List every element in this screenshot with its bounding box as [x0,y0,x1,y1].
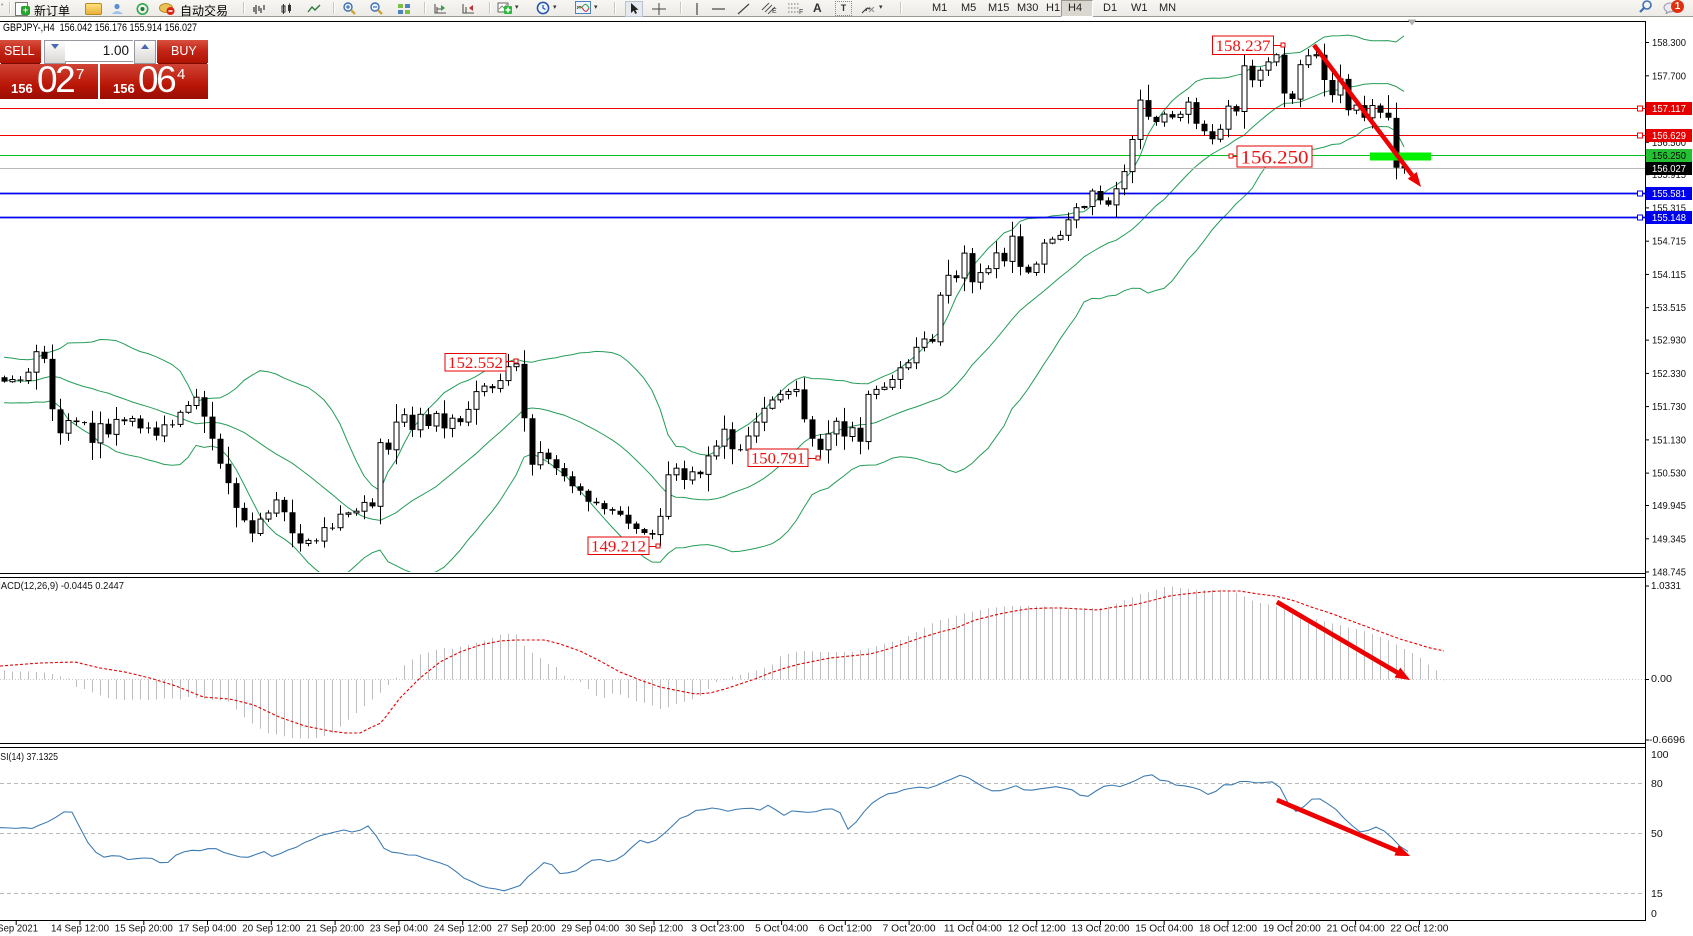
svg-text:-0.6696: -0.6696 [1649,734,1685,746]
svg-text:E: E [772,8,777,14]
svg-text:149.345: 149.345 [1652,533,1686,545]
svg-text:154.715: 154.715 [1652,236,1686,248]
svg-text:151.130: 151.130 [1652,434,1686,446]
svg-text:150.791: 150.791 [751,450,805,467]
svg-text:157.117: 157.117 [1652,103,1686,115]
svg-text:13 Sep 2021: 13 Sep 2021 [0,923,38,935]
svg-text:11 Oct 04:00: 11 Oct 04:00 [944,923,1002,935]
svg-text:14 Sep 12:00: 14 Sep 12:00 [51,923,109,935]
svg-text:17 Sep 04:00: 17 Sep 04:00 [179,923,237,935]
svg-text:24 Sep 12:00: 24 Sep 12:00 [434,923,492,935]
svg-text:29 Sep 04:00: 29 Sep 04:00 [561,923,619,935]
svg-text:50: 50 [1651,828,1663,840]
svg-text:13 Oct 20:00: 13 Oct 20:00 [1072,923,1130,935]
svg-text:15 Sep 20:00: 15 Sep 20:00 [115,923,173,935]
svg-text:150.530: 150.530 [1652,468,1686,480]
svg-text:154.115: 154.115 [1652,269,1686,281]
svg-text:152.552: 152.552 [448,355,503,372]
svg-text:149.945: 149.945 [1652,500,1686,512]
svg-text:0.00: 0.00 [1651,673,1672,685]
svg-text:21 Sep 20:00: 21 Sep 20:00 [306,923,364,935]
svg-text:MACD(12,26,9) -0.0445 0.2447: MACD(12,26,9) -0.0445 0.2447 [0,580,124,592]
svg-text:27 Sep 20:00: 27 Sep 20:00 [497,923,555,935]
svg-text:149.212: 149.212 [591,538,646,555]
svg-text:1.0331: 1.0331 [1651,580,1681,592]
svg-text:100: 100 [1651,749,1669,761]
svg-text:156.250: 156.250 [1241,147,1309,168]
svg-text:18 Oct 12:00: 18 Oct 12:00 [1199,923,1257,935]
svg-text:0: 0 [1651,908,1657,920]
svg-text:15 Oct 04:00: 15 Oct 04:00 [1135,923,1193,935]
svg-text:6 Oct 12:00: 6 Oct 12:00 [819,923,872,935]
svg-text:7 Oct 20:00: 7 Oct 20:00 [883,923,936,935]
svg-text:151.730: 151.730 [1652,401,1686,413]
svg-text:30 Sep 12:00: 30 Sep 12:00 [625,923,683,935]
svg-text:152.930: 152.930 [1652,335,1686,347]
svg-text:RSI(14) 37.1325: RSI(14) 37.1325 [0,751,58,763]
svg-text:148.745: 148.745 [1652,567,1686,579]
svg-text:12 Oct 12:00: 12 Oct 12:00 [1008,923,1066,935]
svg-text:157.700: 157.700 [1652,70,1686,82]
svg-text:152.330: 152.330 [1652,368,1686,380]
svg-text:153.515: 153.515 [1652,302,1686,314]
svg-text:21 Oct 04:00: 21 Oct 04:00 [1327,923,1385,935]
svg-text:20 Sep 12:00: 20 Sep 12:00 [242,923,300,935]
svg-text:5 Oct 04:00: 5 Oct 04:00 [755,923,808,935]
svg-text:23 Sep 04:00: 23 Sep 04:00 [370,923,428,935]
svg-text:155.581: 155.581 [1652,188,1686,200]
svg-text:158.237: 158.237 [1216,38,1271,55]
svg-text:156.027: 156.027 [1652,163,1686,175]
svg-text:156.250: 156.250 [1652,150,1686,162]
svg-text:GBPJPY-,H4 156.042 156.176 15: GBPJPY-,H4 156.042 156.176 155.914 156.0… [3,22,197,34]
svg-text:F: F [799,9,803,14]
svg-text:80: 80 [1651,778,1663,790]
svg-text:22 Oct 12:00: 22 Oct 12:00 [1390,923,1448,935]
svg-text:19 Oct 20:00: 19 Oct 20:00 [1263,923,1321,935]
svg-text:155.148: 155.148 [1652,212,1686,224]
svg-text:158.300: 158.300 [1652,37,1686,49]
svg-text:15: 15 [1651,888,1663,900]
svg-text:3 Oct 23:00: 3 Oct 23:00 [691,923,744,935]
svg-text:156.629: 156.629 [1652,130,1686,142]
